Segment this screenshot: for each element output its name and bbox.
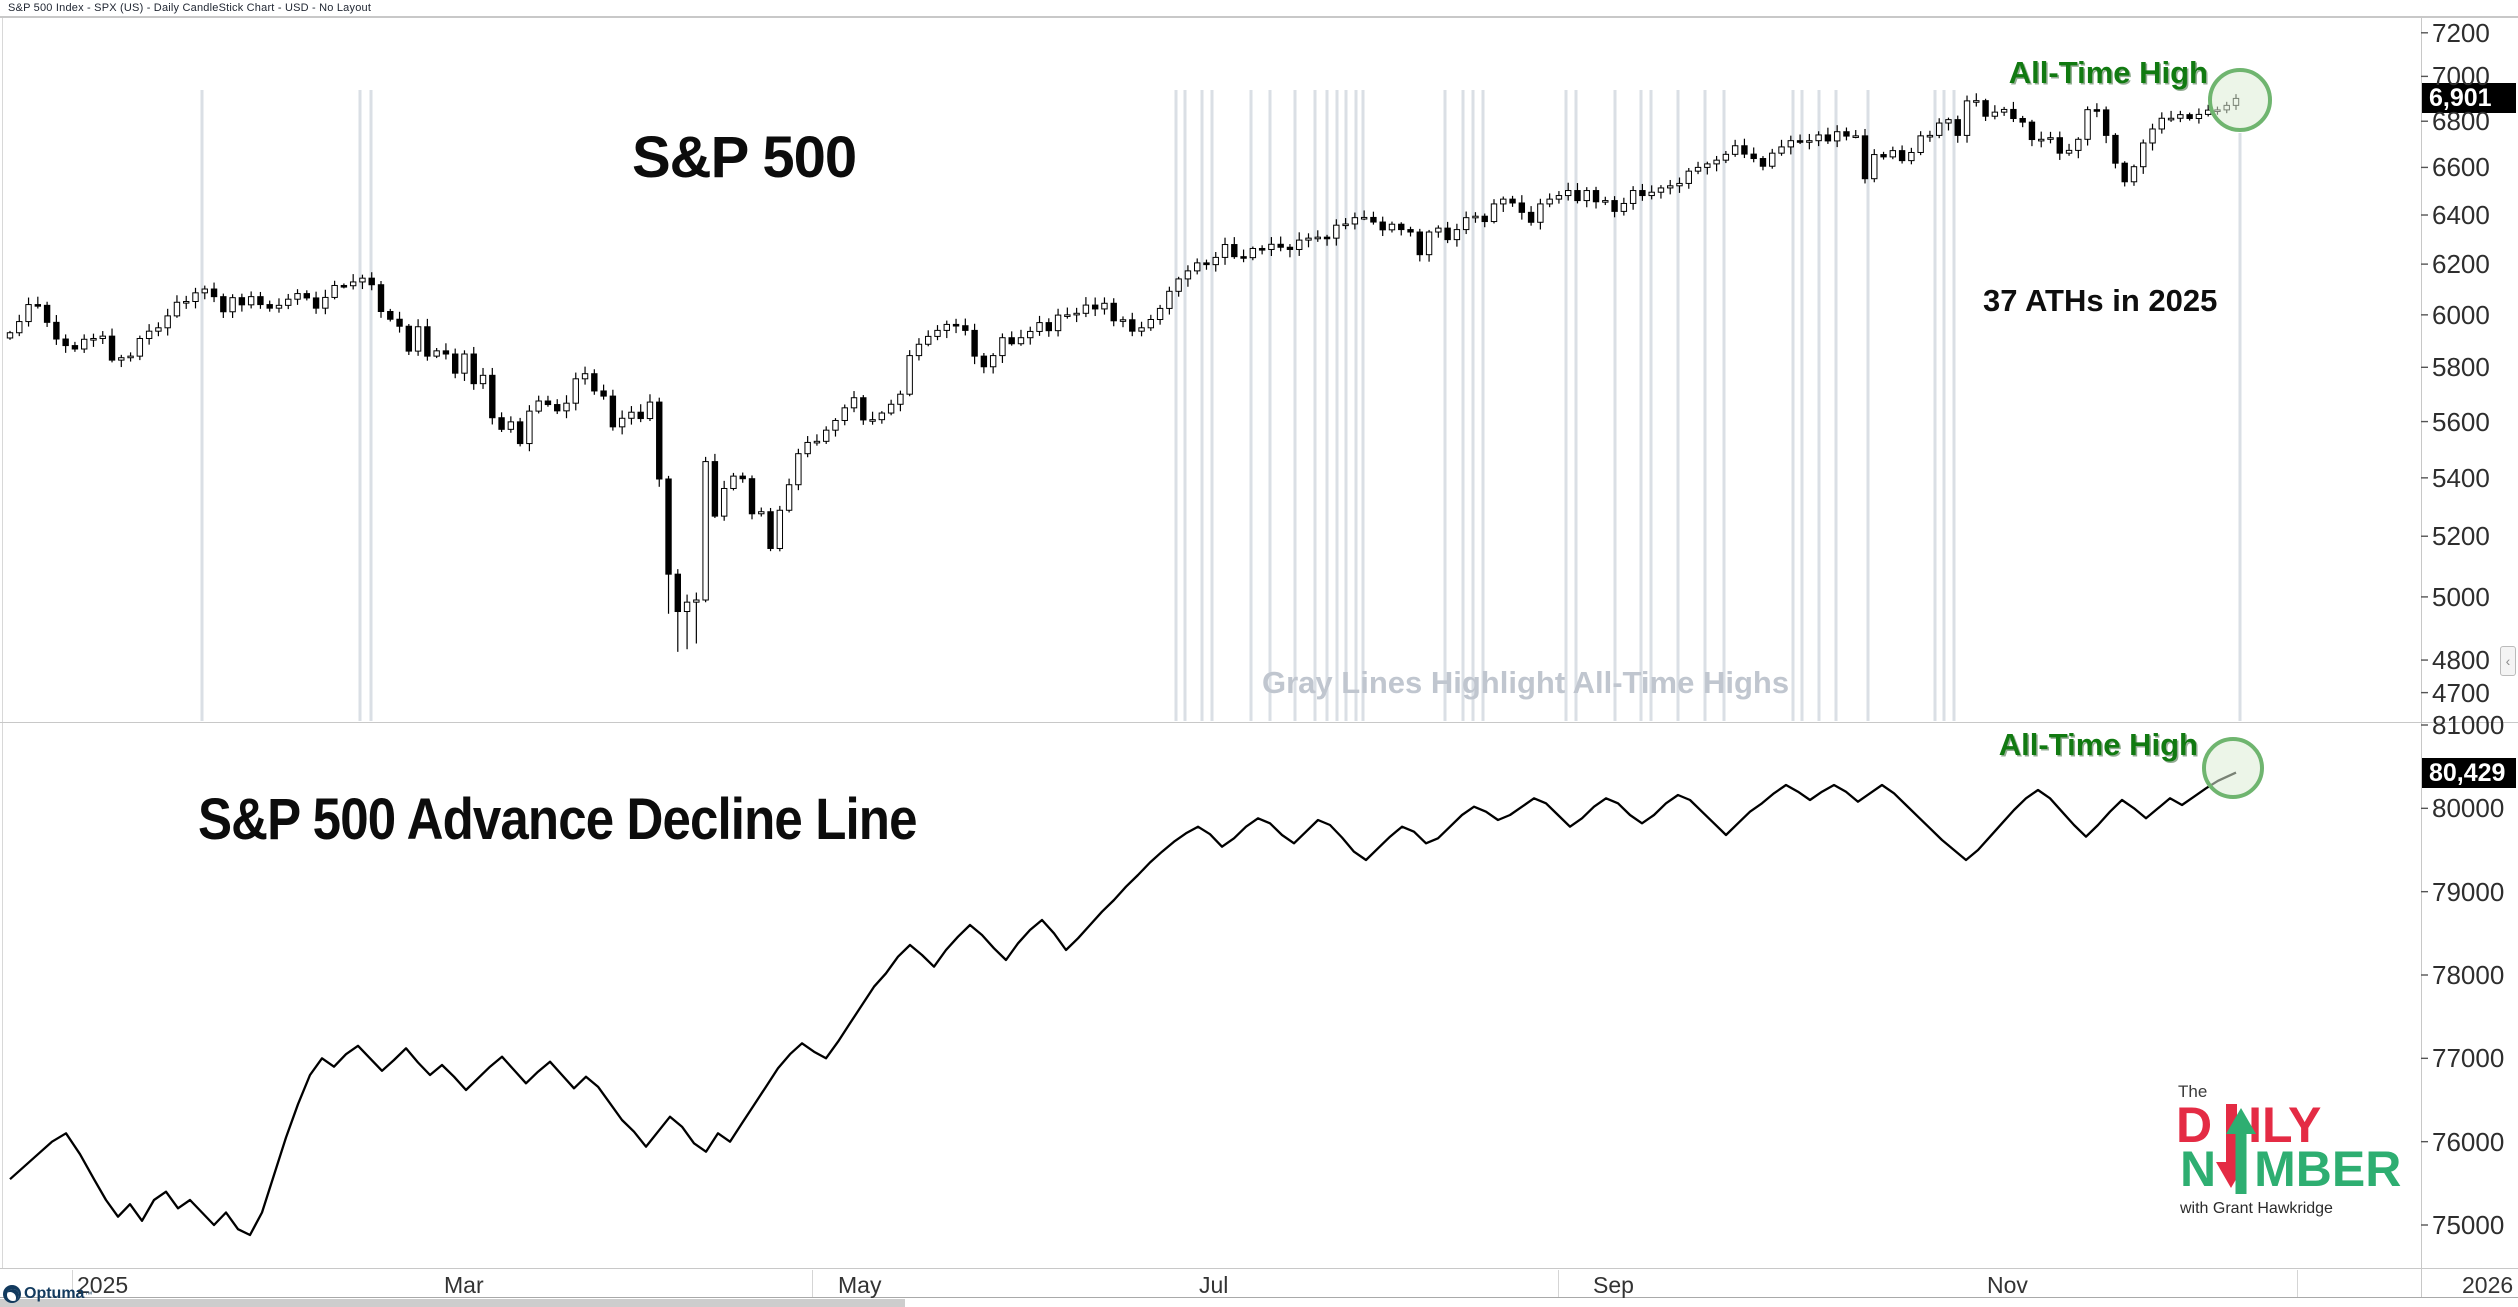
advance-decline-line-series (9, 771, 2237, 1237)
x-tick-label: Nov (1987, 1272, 2028, 1298)
y-tick-label: 6200 (2432, 249, 2490, 280)
gray-lines-note: Gray Lines Highlight All-Time Highs (1262, 665, 1790, 700)
daily-number-number: N MBER (2180, 1141, 2402, 1197)
daily-number-logo: The D ILY N MBER with Grant Hawkridge (2176, 1082, 2466, 1232)
bottom-last-price-tag: 80,429 (2422, 758, 2516, 788)
y-tick-label: 80000 (2432, 793, 2505, 824)
top-ath-annotation: All-Time High (2008, 55, 2208, 90)
daily-number-daily: D ILY (2176, 1097, 2322, 1153)
y-tick-label: 77000 (2432, 1043, 2505, 1074)
ath-highlight-lines (200, 90, 2242, 721)
y-tick-label: 4700 (2432, 677, 2490, 708)
y-tick-label: 4800 (2432, 645, 2490, 676)
y-tick-label: 5000 (2432, 581, 2490, 612)
bottom-ath-annotation: All-Time High (1998, 727, 2198, 762)
x-tick-label: Jul (1199, 1272, 1229, 1298)
candlestick-series (6, 93, 2240, 652)
y-tick-label: 76000 (2432, 1126, 2505, 1157)
y-tick-label: 78000 (2432, 960, 2505, 990)
y-tick-label: 6600 (2432, 152, 2490, 183)
y-tick-label: 7000 (2432, 61, 2490, 92)
top-chart-title: S&P 500 (632, 125, 857, 190)
y-tick-label: 81000 (2432, 710, 2505, 740)
up-arrow-icon (2226, 1108, 2256, 1194)
y-tick-label: 6000 (2432, 299, 2490, 330)
daily-number-tagline: with Grant Hawkridge (2180, 1200, 2333, 1217)
y-tick-label: 79000 (2432, 876, 2505, 907)
x-tick-label: Mar (444, 1272, 484, 1298)
daily-number-the: The (2178, 1082, 2208, 1101)
top-last-price-tag: 6,901 (2422, 83, 2516, 113)
y-tick-label: 5600 (2432, 406, 2490, 437)
x-tick-label: May (838, 1272, 882, 1298)
optuma-trademark: ™ (84, 1289, 93, 1299)
y-tick-label: 5400 (2432, 462, 2490, 493)
optuma-logo-icon (3, 1285, 21, 1303)
y-tick-label: 5200 (2432, 521, 2490, 552)
window-title: S&P 500 Index - SPX (US) - Daily CandleS… (0, 0, 2518, 17)
x-tick-label: Sep (1593, 1272, 1634, 1298)
y-tick-label: 7200 (2432, 17, 2490, 48)
axis-tick-marks (2421, 32, 2428, 1226)
y-tick-label: 6800 (2432, 106, 2490, 137)
y-tick-label: 75000 (2432, 1210, 2505, 1240)
bottom-chart-title: S&P 500 Advance Decline Line (198, 787, 917, 852)
x-tick-label: 2025 (77, 1272, 129, 1298)
horizontal-scrollbar-thumb[interactable] (0, 1299, 905, 1307)
y-tick-label: 5800 (2432, 352, 2490, 383)
y-tick-label: 6400 (2432, 200, 2490, 230)
ath-count-annotation: 37 ATHs in 2025 (1983, 283, 2218, 318)
optuma-logo: Optuma ™ (3, 1285, 92, 1303)
ath-highlight-circles (2202, 68, 2272, 799)
axis-collapse-button[interactable]: ‹ (2500, 646, 2516, 676)
x-tick-label: 2026 (2462, 1272, 2514, 1298)
panel-borders (0, 17, 2518, 1298)
optuma-logo-text: Optuma (24, 1285, 85, 1302)
